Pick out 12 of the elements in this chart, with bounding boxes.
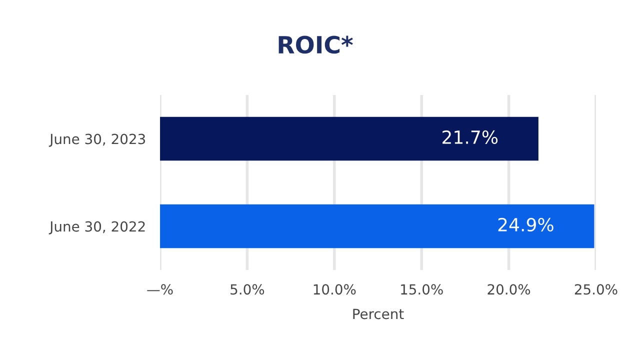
data-label: 21.7% [442, 130, 498, 144]
x-tick-label: 15.0% [401, 284, 443, 295]
y-tick-label: June 30, 2023 [48, 134, 146, 147]
chart-title: ROIC* [278, 36, 353, 54]
x-tick-label: —% [147, 284, 173, 295]
x-tick-label: 5.0% [230, 284, 264, 295]
x-tick-label: 20.0% [488, 284, 530, 295]
x-tick-label: 10.0% [314, 284, 356, 295]
x-axis-title: Percent [353, 308, 404, 320]
x-tick-label: 25.0% [574, 284, 618, 295]
data-label: 24.9% [498, 218, 554, 232]
y-tick-label: June 30, 2022 [48, 221, 145, 234]
